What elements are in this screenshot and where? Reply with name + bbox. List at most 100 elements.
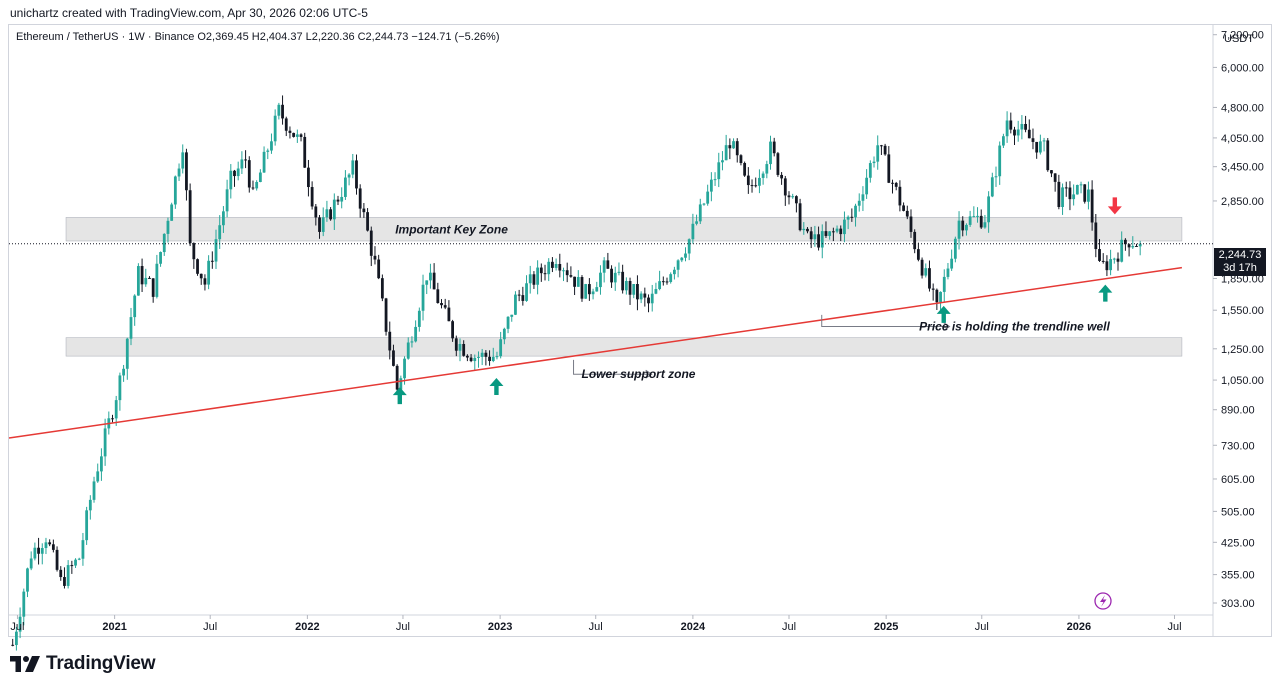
time-tick-label: Jul [10,621,24,633]
candle [462,340,466,357]
chart-legend: Ethereum / TetherUS · 1W · Binance O2,36… [16,31,500,43]
candle [983,214,987,229]
candle-body [732,141,735,149]
price-tick-4: 3,450.00 [1213,162,1264,174]
time-tick-10: Jul [975,615,989,633]
candle-body [295,134,299,137]
candle-body [377,259,381,279]
candle-body [1120,239,1124,262]
candle-body [162,233,166,253]
candle [177,163,181,181]
candle-body [562,270,565,272]
candle-body [181,152,185,169]
candle [373,246,377,265]
candle-body [676,260,680,270]
arrow-up-icon-0 [392,387,407,405]
candle [916,242,920,262]
zone-rect-0[interactable] [65,217,1183,242]
candle-body [336,199,340,202]
candle-body [510,314,514,317]
candle [100,448,103,481]
candle [861,186,865,212]
time-tick-9: 2025 [874,615,898,633]
candle-body [835,228,839,232]
candle-body [998,145,1002,177]
annotation-label-1: Price is holding the trendline well [919,320,1110,334]
candle-body [1123,239,1127,245]
candle [525,275,528,302]
candle [502,327,506,345]
candle-body [307,167,310,188]
candle [510,314,514,322]
price-tick-2: 4,800.00 [1213,102,1264,114]
candle [965,223,968,236]
candle [166,217,170,243]
candle-body [761,173,765,178]
candle-body [787,195,791,198]
price-tick-label: 4,800.00 [1221,102,1264,114]
candle [1109,249,1113,276]
price-tick-label: 3,450.00 [1221,162,1264,174]
candle-body [1101,260,1105,262]
candle-body [1020,123,1024,130]
candle [898,180,902,212]
time-tick-label: Jul [589,621,603,633]
candle [454,335,458,357]
candle [584,283,588,299]
candle [380,274,384,302]
candle [595,281,599,292]
candle-body [240,159,244,169]
candle [458,338,462,362]
candle-body [883,145,887,155]
candle [536,260,540,295]
zone-rect-1[interactable] [65,337,1183,357]
candle [133,294,137,326]
candle-body [817,234,820,248]
candle-body [517,294,521,296]
candle [547,258,551,282]
candle-body [654,289,658,294]
candle [473,354,477,371]
candle-body [1083,184,1087,202]
tradingview-brand[interactable]: TradingView [10,653,156,675]
candle [288,126,292,139]
candle [159,251,162,267]
candle-body [624,280,628,291]
candle-body [40,548,44,554]
candle-body [255,181,259,189]
candle-body [780,174,784,179]
candle [565,262,569,283]
candle [998,141,1002,185]
candle [661,276,665,286]
candle-body [639,293,643,300]
candle [558,253,562,278]
candle-body [565,270,569,276]
candle [81,532,85,566]
candle [1050,170,1053,178]
candle [307,159,310,197]
candle [148,276,151,279]
candle-body [758,177,761,186]
candle [303,132,307,168]
candle [854,203,857,227]
candle-body [1112,258,1116,260]
candle-body [366,212,369,231]
candle-body [1131,245,1135,248]
candle-body [351,160,355,175]
candle-body [728,145,732,149]
candle-body [140,266,144,285]
candle [255,180,259,191]
candle-body [939,291,942,303]
candle [214,229,218,269]
candle [162,233,166,256]
candle-body [791,196,795,198]
candle-body [669,274,673,282]
time-tick-5: 2023 [488,615,512,633]
trendline[interactable] [8,266,1183,439]
candle [602,257,606,283]
lightning-badge[interactable] [1094,592,1112,610]
chart-frame[interactable] [8,24,1272,637]
candle-body [88,499,92,511]
candle-body [196,259,199,274]
